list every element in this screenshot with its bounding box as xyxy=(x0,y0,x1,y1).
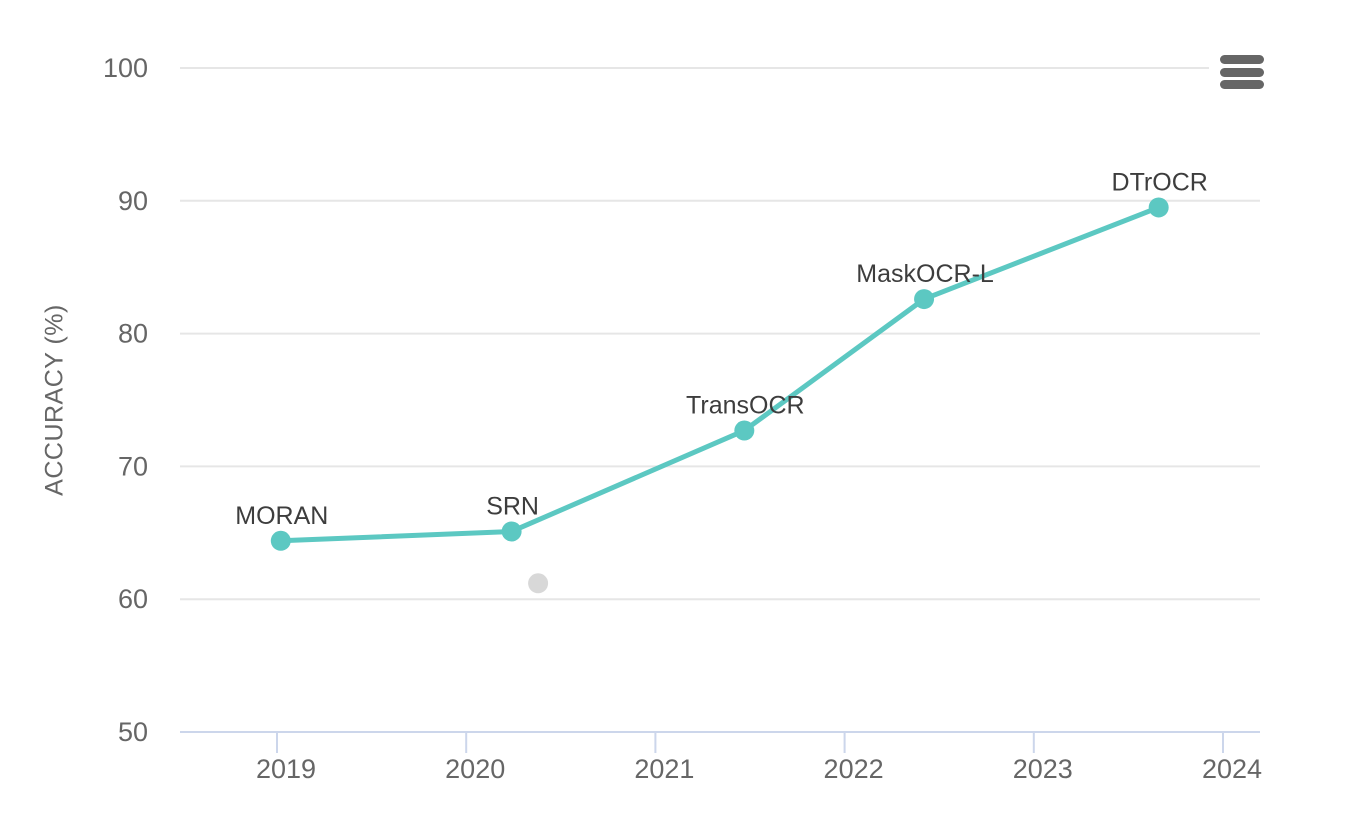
x-axis-tick-label: 2024 xyxy=(1202,754,1262,784)
x-axis-tick-label: 2021 xyxy=(634,754,694,784)
data-point-DTrOCR[interactable] xyxy=(1148,197,1169,218)
y-axis-tick-label: 100 xyxy=(103,53,148,83)
series-line-labeled-models xyxy=(278,204,1162,544)
data-point-TransOCR[interactable] xyxy=(734,420,755,441)
data-point-label: TransOCR xyxy=(686,392,805,420)
x-axis-tick-label: 2019 xyxy=(256,754,316,784)
y-axis-tick-label: 90 xyxy=(118,186,148,216)
data-point-label: SRN xyxy=(486,492,539,520)
y-axis-tick-label: 50 xyxy=(118,717,148,747)
data-point-MORAN[interactable] xyxy=(270,530,291,551)
hamburger-icon xyxy=(1220,80,1264,89)
y-axis-tick-label: 80 xyxy=(118,319,148,349)
data-point-label: MaskOCR-L xyxy=(856,260,994,288)
chart-context-menu-button[interactable] xyxy=(1213,49,1271,95)
x-axis-tick-label: 2023 xyxy=(1013,754,1073,784)
x-axis-tick-label: 2020 xyxy=(445,754,505,784)
hamburger-icon xyxy=(1220,55,1264,64)
x-axis-tick-label: 2022 xyxy=(824,754,884,784)
data-point-SRN[interactable] xyxy=(501,521,522,542)
hamburger-icon xyxy=(1220,67,1264,77)
y-axis-tick-label: 70 xyxy=(118,451,148,481)
data-point-MaskOCR-L[interactable] xyxy=(914,289,935,310)
data-point-label: MORAN xyxy=(235,502,328,530)
data-point[interactable] xyxy=(528,573,549,594)
y-axis-title: ACCURACY (%) xyxy=(40,304,69,496)
y-axis-tick-label: 60 xyxy=(118,584,148,614)
data-point-label: DTrOCR xyxy=(1112,168,1208,196)
